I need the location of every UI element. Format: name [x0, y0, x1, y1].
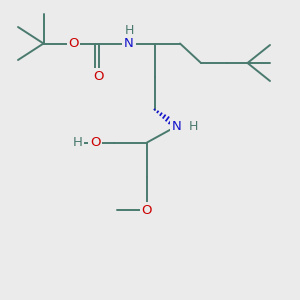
Text: O: O [68, 37, 79, 50]
Text: O: O [90, 136, 101, 149]
Text: H: H [124, 23, 134, 37]
Text: N: N [172, 119, 182, 133]
Text: O: O [94, 70, 104, 83]
Text: H: H [189, 119, 198, 133]
Text: H: H [73, 136, 82, 149]
Text: O: O [142, 203, 152, 217]
Text: N: N [124, 37, 134, 50]
